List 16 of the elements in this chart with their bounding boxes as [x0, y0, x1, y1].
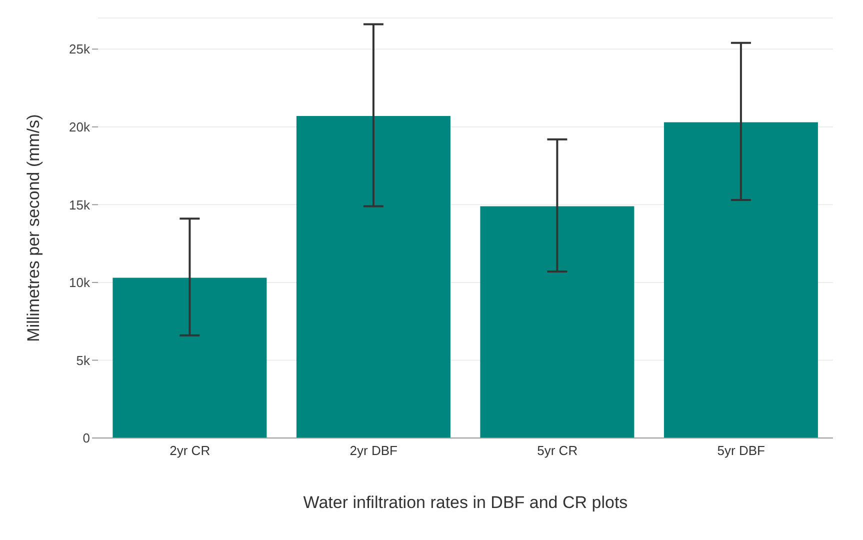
x-tick-label: 5yr DBF	[717, 443, 766, 458]
bar	[296, 116, 450, 438]
y-tick-label: 0	[82, 430, 90, 446]
y-tick-label: 5k	[76, 352, 90, 368]
bar	[480, 206, 634, 438]
bar	[664, 122, 818, 438]
x-tick-label: 5yr CR	[537, 443, 578, 458]
y-axis-title: Millimetres per second (mm/s)	[24, 114, 44, 342]
x-axis-title: Water infiltration rates in DBF and CR plots	[303, 493, 628, 512]
bar	[112, 278, 267, 438]
y-tick-label: 10k	[69, 275, 90, 290]
y-tick-label: 15k	[69, 197, 90, 212]
y-tick-label: 20k	[69, 120, 90, 135]
x-tick-label: 2yr CR	[170, 443, 210, 458]
x-tick-label: 2yr DBF	[350, 443, 398, 458]
y-tick-label: 25k	[69, 42, 90, 57]
